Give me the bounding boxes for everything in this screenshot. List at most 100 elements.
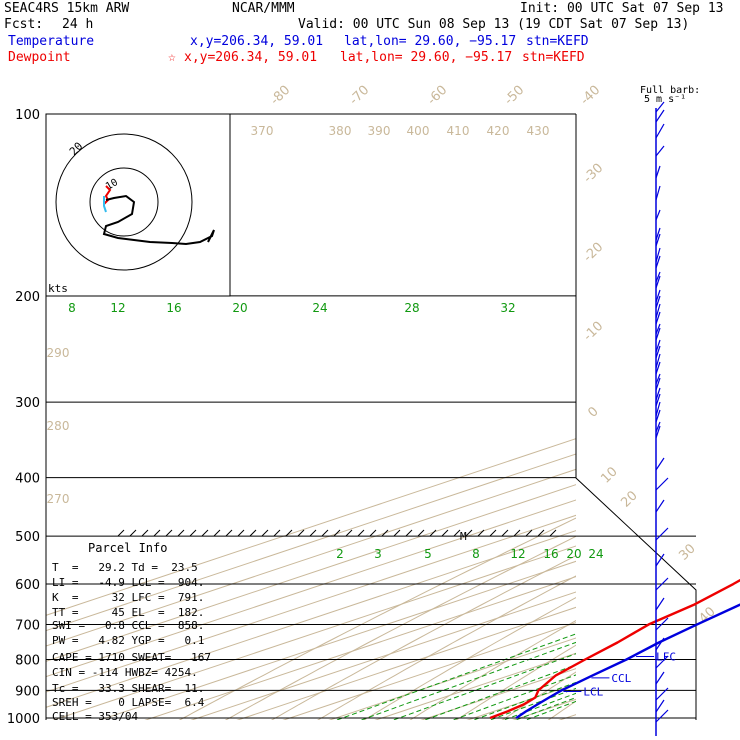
valid-time: Valid: 00 UTC Sun 08 Sep 13 (19 CDT Sat …	[298, 17, 690, 32]
parcel-row: TT = 45 EL = 182.	[52, 606, 205, 619]
wind-barb	[655, 123, 665, 139]
isotherm-label: -40	[578, 83, 604, 109]
temperature-xy: x,y=206.34, 59.01	[190, 34, 324, 49]
freezing-tick	[441, 529, 449, 537]
wind-barb	[655, 699, 665, 713]
freezing-tick	[177, 529, 185, 537]
temperature-label: Temperature	[8, 34, 95, 49]
wind-barb	[655, 499, 665, 513]
init-time: Init: 00 UTC Sat 07 Sep 13	[520, 1, 724, 16]
dewpoint-star-icon: ☆	[168, 50, 176, 65]
freezing-tick	[237, 529, 245, 537]
freezing-tick	[369, 529, 377, 537]
freezing-tick	[381, 529, 389, 537]
pressure-axis-label: 200	[15, 290, 40, 305]
freezing-tick	[309, 529, 317, 537]
isotherm-line	[236, 606, 576, 720]
freezing-tick	[549, 529, 557, 537]
temperature-stn: stn=KEFD	[526, 34, 589, 49]
adiabat-label: 270	[47, 492, 70, 506]
dry-adiabat-line	[673, 114, 740, 731]
parcel-row: K = 32 LFC = 791.	[52, 591, 205, 604]
wind-barb	[655, 145, 665, 157]
mixing-ratio-label: 12	[110, 301, 125, 315]
barb-legend-title: Full barb:	[640, 85, 701, 96]
level-marker-label: LFC	[656, 650, 676, 663]
isotherm-line	[374, 652, 576, 720]
freezing-tick	[513, 529, 521, 537]
isotherm-line	[98, 560, 576, 720]
freezing-tick	[345, 529, 353, 537]
parcel-row: SREH = 0 LAPSE= 6.4	[52, 696, 205, 709]
wind-barb	[655, 393, 661, 407]
freezing-tick	[501, 529, 509, 537]
mixing-ratio-label: 16	[166, 301, 181, 315]
isotherm-label: 20	[618, 488, 640, 510]
isotherm-label: -10	[581, 319, 607, 345]
pressure-axis-label: 700	[15, 618, 40, 633]
wind-barb	[655, 421, 661, 433]
wind-barb	[655, 227, 661, 241]
wind-barb	[655, 233, 661, 247]
isotherm-line	[144, 576, 576, 720]
dewpoint-latlon: lat,lon= 29.60, −95.17	[340, 50, 513, 65]
adiabat-label: 390	[368, 124, 391, 138]
freezing-tick	[273, 529, 281, 537]
freezing-tick	[225, 529, 233, 537]
hodograph-trace-upper	[102, 194, 215, 246]
mixing-ratio-line	[392, 653, 576, 720]
grid-labels: -80 -70 -60 -50 -40-30-20-100102030402702802…	[0, 0, 719, 627]
wind-barb	[655, 185, 661, 201]
mixing-ratio-label: 12	[510, 547, 525, 561]
freezing-tick	[285, 529, 293, 537]
isotherm-line	[52, 545, 576, 720]
dry-adiabat-line	[178, 517, 576, 720]
pressure-axis-label: 600	[15, 578, 40, 593]
level-marker-label: CCL	[611, 672, 631, 685]
mixing-ratio-label: 3	[374, 547, 382, 561]
freezing-tick	[321, 529, 329, 537]
wind-barb	[655, 271, 661, 283]
adiabat-label: 430	[527, 124, 550, 138]
freezing-tick	[249, 529, 257, 537]
parcel-row: T = 29.2 Td = 23.5	[52, 561, 198, 574]
isotherm-line	[558, 714, 576, 720]
wind-barb	[655, 527, 669, 541]
wind-barb	[655, 109, 665, 123]
wind-barb	[655, 289, 661, 303]
model-name: SEAC4RS 15km ARW	[4, 1, 130, 16]
level-marker-label: LCL	[583, 686, 603, 699]
isotherm-line	[512, 698, 576, 720]
dry-adiabat-line	[363, 596, 576, 720]
wind-barb	[655, 353, 661, 369]
freezing-tick	[201, 529, 209, 537]
wind-barb	[655, 247, 661, 263]
dry-adiabat-line	[409, 619, 576, 720]
isotherm-label: -50	[502, 83, 528, 109]
wind-barb	[655, 311, 661, 325]
pressure-axis-label: 100	[15, 108, 40, 123]
freezing-tick	[537, 529, 545, 537]
dry-adiabats	[178, 114, 740, 731]
mixing-ratio-label: 16	[543, 547, 558, 561]
adiabat-label: 410	[447, 124, 470, 138]
isotherm-line	[190, 591, 576, 720]
isotherm-label: 10	[598, 464, 620, 486]
fcst-label: Fcst:	[4, 17, 44, 32]
hodograph-units-label: kts	[48, 282, 68, 295]
temperature-latlon: lat,lon= 29.60, −95.17	[344, 34, 517, 49]
fcst-value: 24 h	[62, 17, 94, 32]
wind-barb	[655, 165, 661, 179]
freezing-tick	[213, 529, 221, 537]
parcel-row: CIN = -114 HWBZ= 4254.	[52, 666, 198, 679]
freezing-level-ticks: M	[117, 529, 557, 543]
freezing-tick	[261, 529, 269, 537]
freezing-tick	[153, 529, 161, 537]
isotherm-line	[46, 499, 576, 678]
mixing-ratio-line	[502, 692, 576, 720]
mixing-ratio-label: 2	[336, 547, 344, 561]
wind-barb	[655, 457, 665, 471]
adiabat-label: 420	[487, 124, 510, 138]
isotherm-label: -30	[581, 161, 607, 187]
